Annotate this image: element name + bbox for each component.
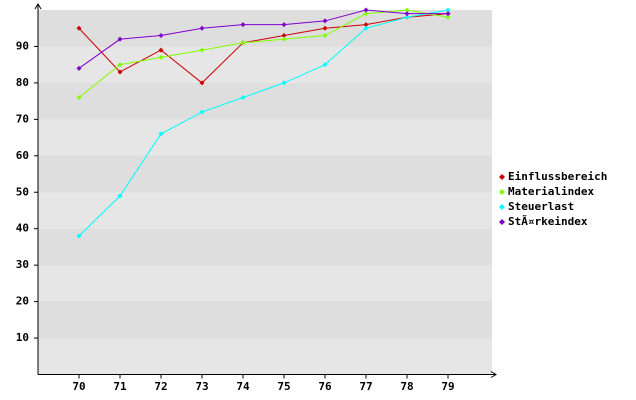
legend-label: Materialindex [508,185,594,198]
legend-label: Einflussbereich [508,170,607,183]
x-tick-label: 74 [236,380,250,393]
y-tick-label: 60 [16,149,29,162]
x-tick-label: 72 [154,380,167,393]
series-line [78,9,448,69]
x-tick-label: 78 [400,380,413,393]
point-marker [199,109,205,115]
point-marker [76,94,82,100]
point-marker [445,14,451,20]
y-tick-label: 80 [16,76,29,89]
x-axis-arrow [490,371,497,378]
x-tick-label: 73 [195,380,208,393]
point-marker [322,18,328,24]
point-marker [240,22,246,28]
point-marker [199,25,205,31]
legend-marker [499,219,505,225]
point-marker [363,11,369,17]
point-marker [158,47,164,53]
point-marker [281,36,287,42]
grid-band [38,228,492,266]
point-marker [363,7,369,13]
point-marker [117,193,123,199]
legend-marker [499,189,505,195]
point-marker [363,22,369,28]
x-tick-label: 70 [72,380,85,393]
point-marker [281,33,287,39]
point-marker [281,80,287,86]
point-marker [404,7,410,13]
legend-marker [499,204,505,210]
point-marker [240,40,246,46]
point-marker [199,47,205,53]
point-marker [76,233,82,239]
point-marker [445,7,451,13]
point-marker [117,62,123,68]
legend-marker [499,174,505,180]
y-tick-label: 50 [16,185,29,198]
point-marker [199,80,205,86]
point-marker [76,25,82,31]
point-marker [76,65,82,71]
point-marker [445,11,451,17]
point-marker [363,25,369,31]
point-marker [281,22,287,28]
y-tick-label: 10 [16,331,29,344]
point-marker [404,14,410,20]
point-marker [117,69,123,75]
point-marker [322,33,328,39]
x-tick-label: 77 [359,380,372,393]
point-marker [404,11,410,17]
y-tick-label: 70 [16,112,29,125]
y-tick-label: 90 [16,39,29,52]
y-axis-arrow [34,3,42,10]
point-marker [158,54,164,60]
point-marker [240,94,246,100]
point-marker [158,33,164,39]
y-tick-label: 40 [16,222,29,235]
point-marker [322,62,328,68]
x-tick-label: 71 [113,380,127,393]
series-line [78,9,449,237]
grid-band [38,301,492,339]
point-marker [322,25,328,31]
grid-band [38,155,492,193]
x-tick-label: 79 [441,380,454,393]
x-tick-label: 76 [318,380,332,393]
legend-label: Steuerlast [508,200,574,213]
grid-band [38,82,492,120]
x-tick-label: 75 [277,380,290,393]
point-marker [117,36,123,42]
legend-label: StÃ¤rkeindex [508,215,588,228]
y-tick-label: 30 [16,258,29,271]
point-marker [158,131,164,137]
y-tick-label: 20 [16,295,29,308]
